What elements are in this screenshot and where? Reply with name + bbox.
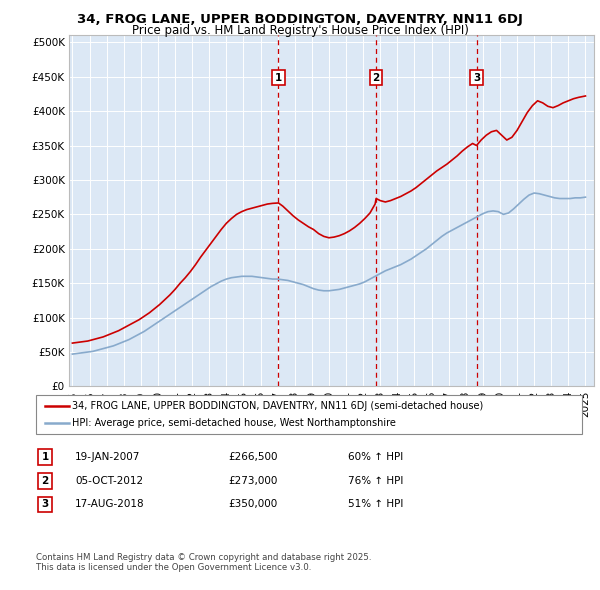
Text: Price paid vs. HM Land Registry's House Price Index (HPI): Price paid vs. HM Land Registry's House … — [131, 24, 469, 37]
Text: 1: 1 — [41, 453, 49, 462]
Text: £350,000: £350,000 — [228, 500, 277, 509]
Text: HPI: Average price, semi-detached house, West Northamptonshire: HPI: Average price, semi-detached house,… — [72, 418, 396, 428]
Text: 2: 2 — [373, 73, 380, 83]
Text: This data is licensed under the Open Government Licence v3.0.: This data is licensed under the Open Gov… — [36, 563, 311, 572]
Text: Contains HM Land Registry data © Crown copyright and database right 2025.: Contains HM Land Registry data © Crown c… — [36, 553, 371, 562]
Text: 51% ↑ HPI: 51% ↑ HPI — [348, 500, 403, 509]
Text: 2: 2 — [41, 476, 49, 486]
Text: 05-OCT-2012: 05-OCT-2012 — [75, 476, 143, 486]
Text: 34, FROG LANE, UPPER BODDINGTON, DAVENTRY, NN11 6DJ: 34, FROG LANE, UPPER BODDINGTON, DAVENTR… — [77, 13, 523, 26]
Text: 60% ↑ HPI: 60% ↑ HPI — [348, 453, 403, 462]
Text: 34, FROG LANE, UPPER BODDINGTON, DAVENTRY, NN11 6DJ (semi-detached house): 34, FROG LANE, UPPER BODDINGTON, DAVENTR… — [72, 401, 483, 411]
Text: 1: 1 — [275, 73, 282, 83]
Text: 76% ↑ HPI: 76% ↑ HPI — [348, 476, 403, 486]
Text: 3: 3 — [41, 500, 49, 509]
Text: 3: 3 — [473, 73, 480, 83]
Text: 17-AUG-2018: 17-AUG-2018 — [75, 500, 145, 509]
Text: 19-JAN-2007: 19-JAN-2007 — [75, 453, 140, 462]
Text: £266,500: £266,500 — [228, 453, 277, 462]
Text: £273,000: £273,000 — [228, 476, 277, 486]
